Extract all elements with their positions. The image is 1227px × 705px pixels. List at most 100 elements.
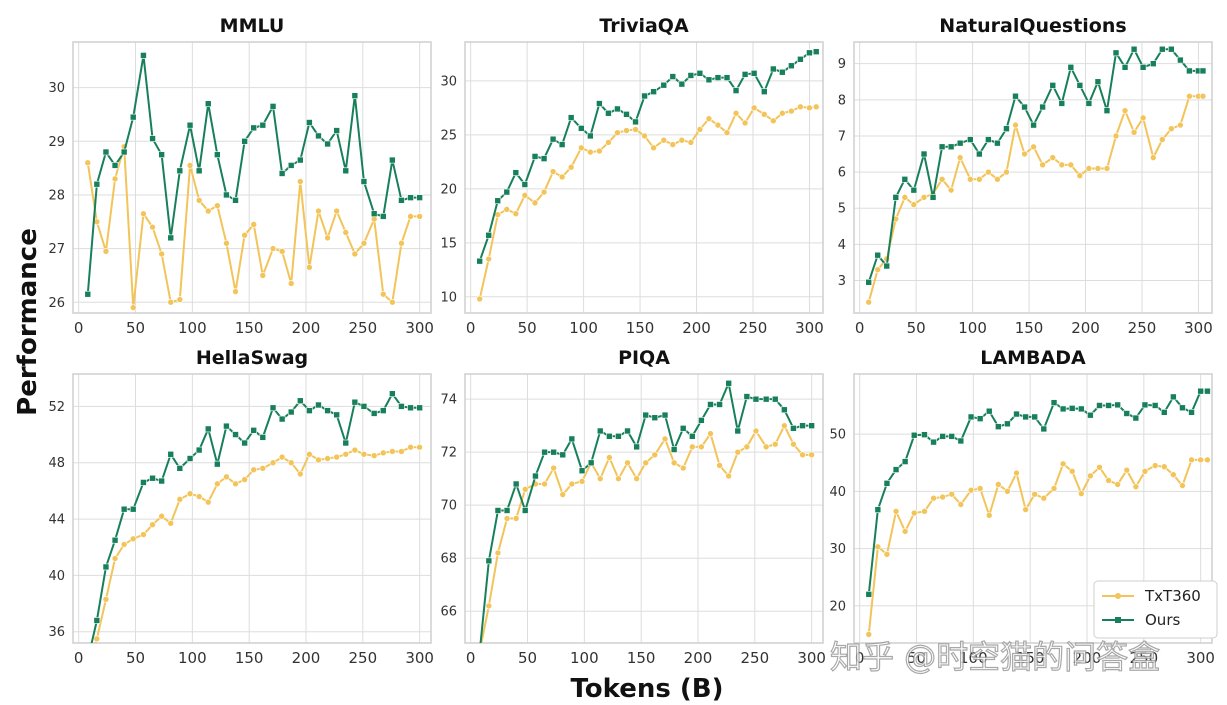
y-tick-label: 5 <box>838 202 846 217</box>
data-point-ours <box>578 125 585 132</box>
data-point-ours <box>93 617 101 624</box>
data-point-txt360 <box>812 103 820 111</box>
data-point-txt360 <box>883 550 891 558</box>
data-point-ours <box>521 507 529 514</box>
data-point-ours <box>186 455 194 462</box>
data-point-ours <box>494 507 502 514</box>
data-point-txt360 <box>416 213 423 220</box>
data-point-ours <box>716 401 723 408</box>
plot-area <box>479 379 815 643</box>
panel-piqa: 66 68 70 72 74 0 50 100 150 200 250 300 PIQA <box>440 347 826 667</box>
data-point-ours <box>476 257 483 265</box>
data-point-txt360 <box>250 221 258 228</box>
data-point-ours <box>752 395 760 403</box>
data-point-ours <box>687 72 695 79</box>
data-point-txt360 <box>550 464 557 472</box>
data-point-ours <box>558 141 566 148</box>
data-point-txt360 <box>204 498 212 506</box>
data-point-ours <box>503 507 511 514</box>
x-tick-label: 200 <box>292 649 321 667</box>
data-point-txt360 <box>306 450 313 458</box>
data-point-ours <box>512 480 520 488</box>
data-point-txt360 <box>167 298 175 306</box>
series-line-ours <box>478 50 817 262</box>
data-point-txt360 <box>278 247 286 255</box>
x-tick-label: 300 <box>1184 319 1213 337</box>
y-tick-label: 30 <box>440 74 457 89</box>
data-point-txt360 <box>947 186 955 194</box>
data-point-txt360 <box>186 490 194 498</box>
data-point-txt360 <box>297 470 304 478</box>
data-point-ours <box>705 76 713 84</box>
data-point-txt360 <box>102 247 110 255</box>
legend: TxT360 Ours <box>1093 580 1218 639</box>
data-point-ours <box>1177 56 1184 64</box>
watermark: 知乎 @时空猫的问答盒 <box>830 638 1160 676</box>
data-point-txt360 <box>696 126 704 133</box>
x-tick-label: 0 <box>466 649 476 667</box>
data-point-txt360 <box>158 512 165 520</box>
data-point-ours <box>1085 100 1093 107</box>
data-point-txt360 <box>741 119 749 127</box>
data-point-ours <box>1022 413 1029 421</box>
data-point-ours <box>883 262 891 270</box>
data-point-ours <box>531 153 539 160</box>
x-tick-label: 0 <box>74 319 84 337</box>
data-point-txt360 <box>494 549 502 557</box>
y-tick-label: 72 <box>440 446 457 461</box>
data-point-txt360 <box>632 126 639 133</box>
data-point-ours <box>892 466 900 473</box>
data-point-ours <box>901 176 909 183</box>
data-point-ours <box>176 167 184 175</box>
data-point-txt360 <box>716 462 723 469</box>
data-point-txt360 <box>93 635 101 643</box>
data-point-ours <box>241 137 248 145</box>
data-point-ours <box>379 407 387 414</box>
data-point-ours <box>1170 393 1177 401</box>
series-line-ours <box>86 54 420 295</box>
data-point-txt360 <box>512 515 520 522</box>
data-point-txt360 <box>910 201 918 208</box>
data-point-ours <box>306 407 313 414</box>
data-point-txt360 <box>995 481 1002 488</box>
x-tick-label: 250 <box>1129 649 1158 667</box>
data-point-txt360 <box>779 109 786 117</box>
data-point-ours <box>250 427 258 434</box>
data-point-ours <box>651 414 659 422</box>
data-point-ours <box>874 506 882 513</box>
series-line-ours <box>867 390 1208 595</box>
data-point-ours <box>883 480 891 487</box>
data-point-txt360 <box>781 422 788 429</box>
data-point-ours <box>788 62 795 70</box>
data-point-txt360 <box>149 521 156 528</box>
x-tick-label: 150 <box>235 319 264 337</box>
data-point-ours <box>111 536 119 544</box>
data-point-ours <box>967 413 975 421</box>
data-point-ours <box>389 156 396 164</box>
data-point-ours <box>342 439 350 447</box>
x-tick-label: 300 <box>795 319 824 337</box>
x-axis-label: Tokens (B) <box>571 674 724 704</box>
data-point-ours <box>678 80 686 88</box>
data-point-ours <box>140 479 147 486</box>
plot-area <box>865 387 1211 638</box>
data-point-txt360 <box>606 454 613 461</box>
data-point-ours <box>360 178 368 185</box>
data-point-ours <box>370 410 378 417</box>
data-point-ours <box>1012 92 1019 100</box>
data-point-txt360 <box>351 250 359 258</box>
x-tick-label: 300 <box>405 319 434 337</box>
y-tick-label: 40 <box>48 569 65 584</box>
data-point-txt360 <box>84 159 92 167</box>
data-point-txt360 <box>985 512 993 519</box>
data-point-txt360 <box>920 194 928 201</box>
data-point-txt360 <box>558 173 566 181</box>
data-point-txt360 <box>910 509 918 517</box>
data-point-txt360 <box>705 115 713 122</box>
data-point-txt360 <box>1186 92 1193 100</box>
data-point-txt360 <box>204 207 212 215</box>
legend-marker-txt360 <box>1115 593 1121 599</box>
data-point-ours <box>93 180 101 188</box>
data-point-txt360 <box>232 288 239 295</box>
data-point-ours <box>808 422 815 429</box>
